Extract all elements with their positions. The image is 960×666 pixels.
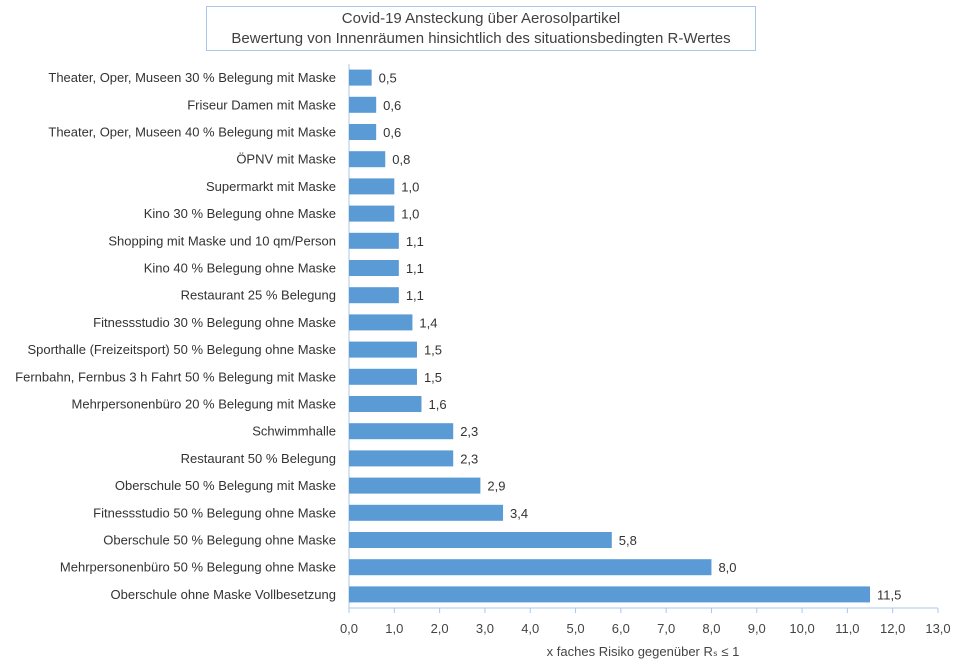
data-label: 0,6 xyxy=(383,125,401,140)
chart-title: Covid-19 Ansteckung über Aerosolpartikel xyxy=(341,10,621,27)
bar xyxy=(349,586,871,603)
x-tick-label: 6,0 xyxy=(612,621,630,636)
bar xyxy=(349,341,417,358)
category-label: ÖPNV mit Maske xyxy=(236,152,336,167)
x-axis-title: x faches Risiko gegenüber Rₛ ≤ 1 xyxy=(547,644,740,659)
x-tick-label: 3,0 xyxy=(476,621,494,636)
bar xyxy=(349,96,377,113)
data-label: 1,1 xyxy=(406,261,424,276)
data-label: 1,1 xyxy=(406,288,424,303)
bar xyxy=(349,314,413,331)
x-tick-label: 2,0 xyxy=(431,621,449,636)
category-label: Supermarkt mit Maske xyxy=(206,179,336,194)
data-label: 1,0 xyxy=(401,207,419,222)
category-label: Oberschule 50 % Belegung mit Maske xyxy=(115,478,336,493)
data-label: 1,6 xyxy=(428,397,446,412)
data-label: 0,5 xyxy=(379,71,397,86)
category-label: Theater, Oper, Museen 30 % Belegung mit … xyxy=(48,70,336,85)
bar xyxy=(349,396,422,412)
x-tick-label: 1,0 xyxy=(385,621,403,636)
data-label: 0,6 xyxy=(383,98,401,113)
bar xyxy=(349,260,399,276)
bar xyxy=(349,69,372,86)
data-label: 1,1 xyxy=(406,234,424,249)
bar xyxy=(349,124,377,140)
data-label: 3,4 xyxy=(510,506,528,521)
bar xyxy=(349,287,399,304)
data-label: 1,4 xyxy=(419,315,437,330)
bar xyxy=(349,423,454,440)
x-tick-label: 11,0 xyxy=(835,621,859,636)
category-label: Sporthalle (Freizeitsport) 50 % Belegung… xyxy=(27,342,336,357)
bar xyxy=(349,205,395,222)
x-tick-label: 12,0 xyxy=(880,621,905,636)
category-label: Oberschule ohne Maske Vollbesetzung xyxy=(111,587,336,602)
category-label: Mehrpersonenbüro 20 % Belegung mit Maske xyxy=(72,397,336,412)
bar xyxy=(349,559,712,576)
category-label: Kino 30 % Belegung ohne Maske xyxy=(144,206,336,221)
bar xyxy=(349,368,417,385)
data-label: 0,8 xyxy=(392,152,410,167)
category-label: Shopping mit Maske und 10 qm/Person xyxy=(108,233,336,248)
category-label: Oberschule 50 % Belegung ohne Maske xyxy=(103,533,336,548)
category-label: Schwimmhalle xyxy=(252,424,336,439)
chart-title-box: Covid-19 Ansteckung über Aerosolpartikel… xyxy=(206,6,756,51)
x-tick-label: 8,0 xyxy=(702,621,720,636)
data-label: 2,9 xyxy=(487,479,505,494)
data-label: 5,8 xyxy=(619,533,637,548)
x-tick-label: 13,0 xyxy=(925,621,950,636)
data-label: 1,5 xyxy=(424,343,442,358)
category-label: Restaurant 25 % Belegung xyxy=(181,288,336,303)
data-label: 11,5 xyxy=(877,587,901,602)
category-label: Friseur Damen mit Maske xyxy=(187,97,336,112)
bar xyxy=(349,477,481,494)
x-tick-label: 5,0 xyxy=(566,621,584,636)
category-label: Fitnessstudio 30 % Belegung ohne Maske xyxy=(93,315,336,330)
bar xyxy=(349,450,454,467)
category-label: Fernbahn, Fernbus 3 h Fahrt 50 % Belegun… xyxy=(15,369,336,384)
bar xyxy=(349,532,612,548)
data-label: 2,3 xyxy=(460,451,478,466)
data-label: 1,5 xyxy=(424,370,442,385)
x-tick-label: 9,0 xyxy=(748,621,766,636)
category-label: Kino 40 % Belegung ohne Maske xyxy=(144,261,336,276)
bar xyxy=(349,178,395,195)
x-tick-label: 4,0 xyxy=(521,621,539,636)
x-tick-label: 0,0 xyxy=(340,621,358,636)
data-label: 8,0 xyxy=(718,560,736,575)
category-label: Theater, Oper, Museen 40 % Belegung mit … xyxy=(48,125,336,140)
category-label: Mehrpersonenbüro 50 % Belegung ohne Mask… xyxy=(60,560,336,575)
category-label: Restaurant 50 % Belegung xyxy=(181,451,336,466)
bar xyxy=(349,232,399,249)
bar xyxy=(349,504,504,521)
data-label: 1,0 xyxy=(401,179,419,194)
bar xyxy=(349,151,386,168)
data-label: 2,3 xyxy=(460,424,478,439)
x-tick-label: 7,0 xyxy=(657,621,675,636)
x-tick-label: 10,0 xyxy=(789,621,814,636)
chart-subtitle: Bewertung von Innenräumen hinsichtlich d… xyxy=(231,30,731,47)
category-label: Fitnessstudio 50 % Belegung ohne Maske xyxy=(93,505,336,520)
